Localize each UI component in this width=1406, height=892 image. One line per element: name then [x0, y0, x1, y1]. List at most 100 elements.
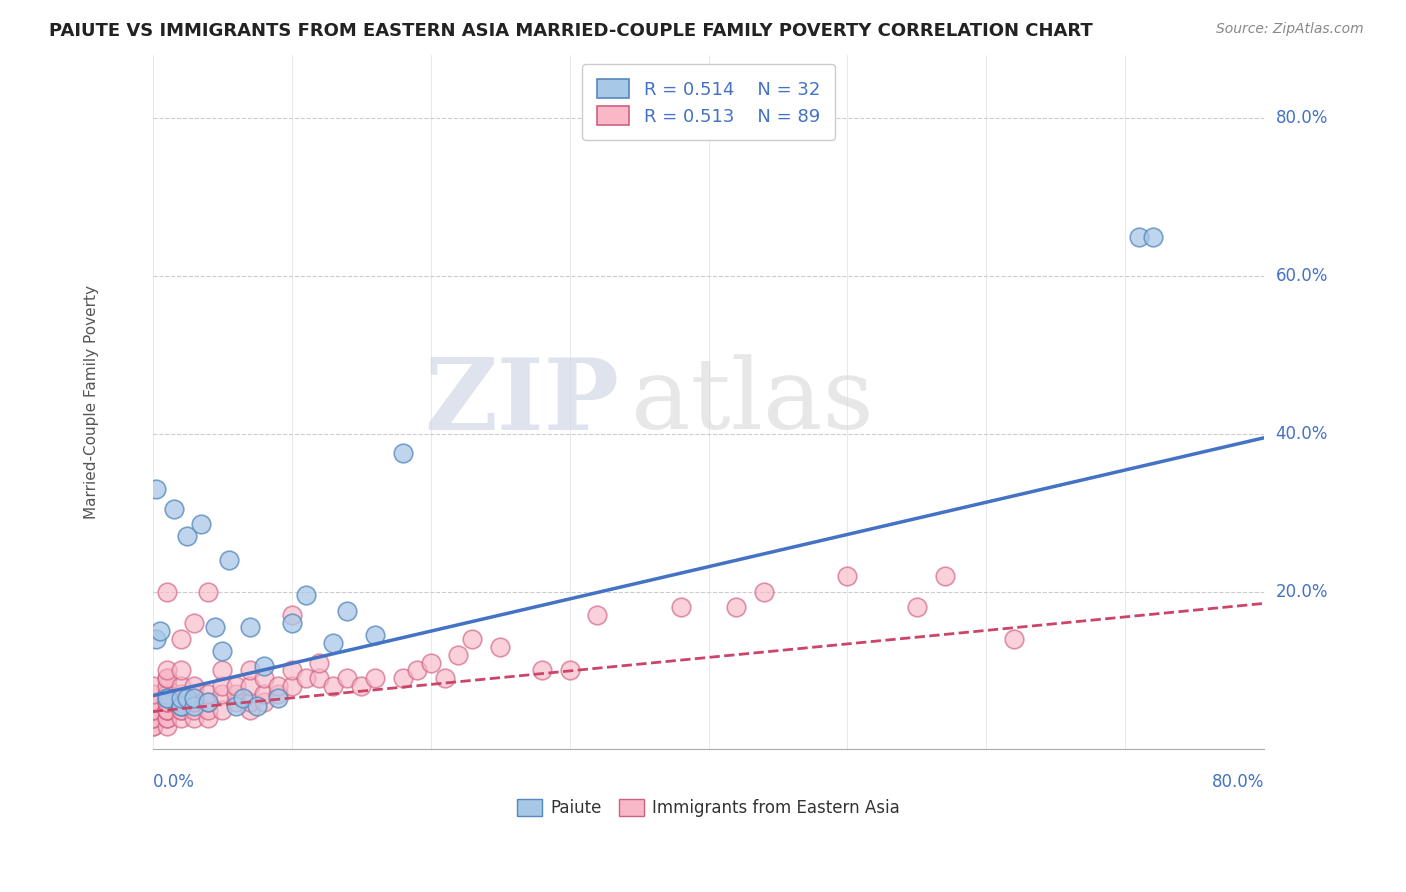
Point [364, 671, 387, 685]
Point [246, 698, 269, 713]
Point [183, 691, 205, 706]
Point [558, 664, 581, 678]
Point [197, 687, 219, 701]
Point [156, 711, 179, 725]
Point [280, 608, 302, 623]
Point [586, 608, 609, 623]
Text: ZIP: ZIP [425, 354, 620, 450]
Point [211, 687, 233, 701]
Point [433, 671, 456, 685]
Point [253, 659, 276, 673]
Point [142, 679, 165, 693]
Point [156, 691, 179, 706]
Text: Married-Couple Family Poverty: Married-Couple Family Poverty [84, 285, 98, 519]
Point [905, 600, 928, 615]
Point [183, 679, 205, 693]
Point [169, 695, 191, 709]
Point [197, 584, 219, 599]
Point [156, 671, 179, 685]
Point [225, 695, 247, 709]
Point [162, 501, 184, 516]
Point [267, 687, 290, 701]
Point [169, 703, 191, 717]
Point [253, 687, 276, 701]
Point [142, 711, 165, 725]
Point [156, 718, 179, 732]
Point [169, 632, 191, 646]
Point [142, 718, 165, 732]
Point [156, 584, 179, 599]
Point [225, 687, 247, 701]
Point [267, 679, 290, 693]
Point [211, 664, 233, 678]
Point [183, 703, 205, 717]
Point [156, 671, 179, 685]
Point [239, 679, 262, 693]
Point [225, 679, 247, 693]
Point [183, 687, 205, 701]
Point [211, 679, 233, 693]
Point [149, 624, 172, 638]
Point [419, 656, 441, 670]
Point [142, 718, 165, 732]
Point [530, 664, 553, 678]
Point [156, 687, 179, 701]
Point [322, 679, 344, 693]
Point [156, 687, 179, 701]
Point [142, 703, 165, 717]
Point [169, 687, 191, 701]
Point [169, 664, 191, 678]
Text: 20.0%: 20.0% [1275, 582, 1327, 600]
Point [197, 711, 219, 725]
Point [169, 703, 191, 717]
Point [218, 553, 240, 567]
Point [156, 679, 179, 693]
Point [142, 695, 165, 709]
Point [934, 568, 956, 582]
Point [183, 616, 205, 631]
Text: 80.0%: 80.0% [1275, 109, 1327, 128]
Point [392, 446, 415, 460]
Point [183, 695, 205, 709]
Point [211, 703, 233, 717]
Point [197, 695, 219, 709]
Text: 0.0%: 0.0% [153, 773, 194, 791]
Point [308, 671, 330, 685]
Point [232, 691, 254, 706]
Point [225, 698, 247, 713]
Point [294, 589, 316, 603]
Text: PAIUTE VS IMMIGRANTS FROM EASTERN ASIA MARRIED-COUPLE FAMILY POVERTY CORRELATION: PAIUTE VS IMMIGRANTS FROM EASTERN ASIA M… [49, 22, 1092, 40]
Text: atlas: atlas [631, 354, 873, 450]
Point [204, 620, 226, 634]
Point [142, 687, 165, 701]
Point [253, 671, 276, 685]
Point [142, 703, 165, 717]
Point [169, 698, 191, 713]
Point [350, 679, 373, 693]
Point [239, 664, 262, 678]
Text: 40.0%: 40.0% [1275, 425, 1327, 442]
Point [211, 643, 233, 657]
Point [183, 698, 205, 713]
Point [669, 600, 692, 615]
Point [197, 695, 219, 709]
Point [405, 664, 427, 678]
Point [169, 711, 191, 725]
Point [267, 691, 290, 706]
Point [142, 695, 165, 709]
Point [176, 691, 198, 706]
Point [156, 691, 179, 706]
Point [308, 656, 330, 670]
Point [280, 679, 302, 693]
Point [837, 568, 859, 582]
Legend: Paiute, Immigrants from Eastern Asia: Paiute, Immigrants from Eastern Asia [510, 792, 907, 824]
Text: 60.0%: 60.0% [1275, 267, 1327, 285]
Point [461, 632, 484, 646]
Point [197, 703, 219, 717]
Point [1002, 632, 1025, 646]
Point [156, 695, 179, 709]
Point [294, 671, 316, 685]
Point [280, 664, 302, 678]
Point [169, 691, 191, 706]
Point [156, 695, 179, 709]
